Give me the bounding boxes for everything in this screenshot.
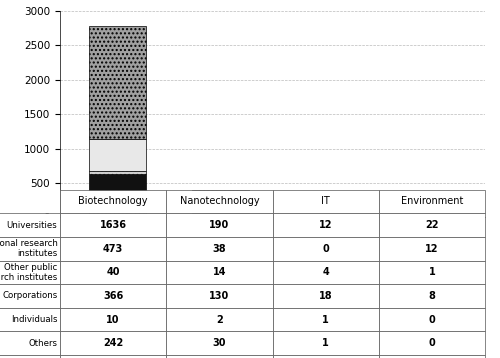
Bar	[400, 216, 456, 217]
Bar	[192, 206, 249, 215]
Bar	[88, 174, 146, 199]
Bar	[192, 190, 249, 203]
Bar	[192, 203, 249, 205]
Bar	[192, 216, 249, 217]
Bar	[88, 26, 146, 139]
Bar	[192, 205, 249, 206]
Bar	[88, 171, 146, 174]
Bar	[400, 214, 456, 216]
Bar	[88, 200, 146, 217]
Bar	[296, 216, 353, 217]
Bar	[296, 215, 353, 216]
Bar	[88, 199, 146, 200]
Bar	[88, 139, 146, 171]
